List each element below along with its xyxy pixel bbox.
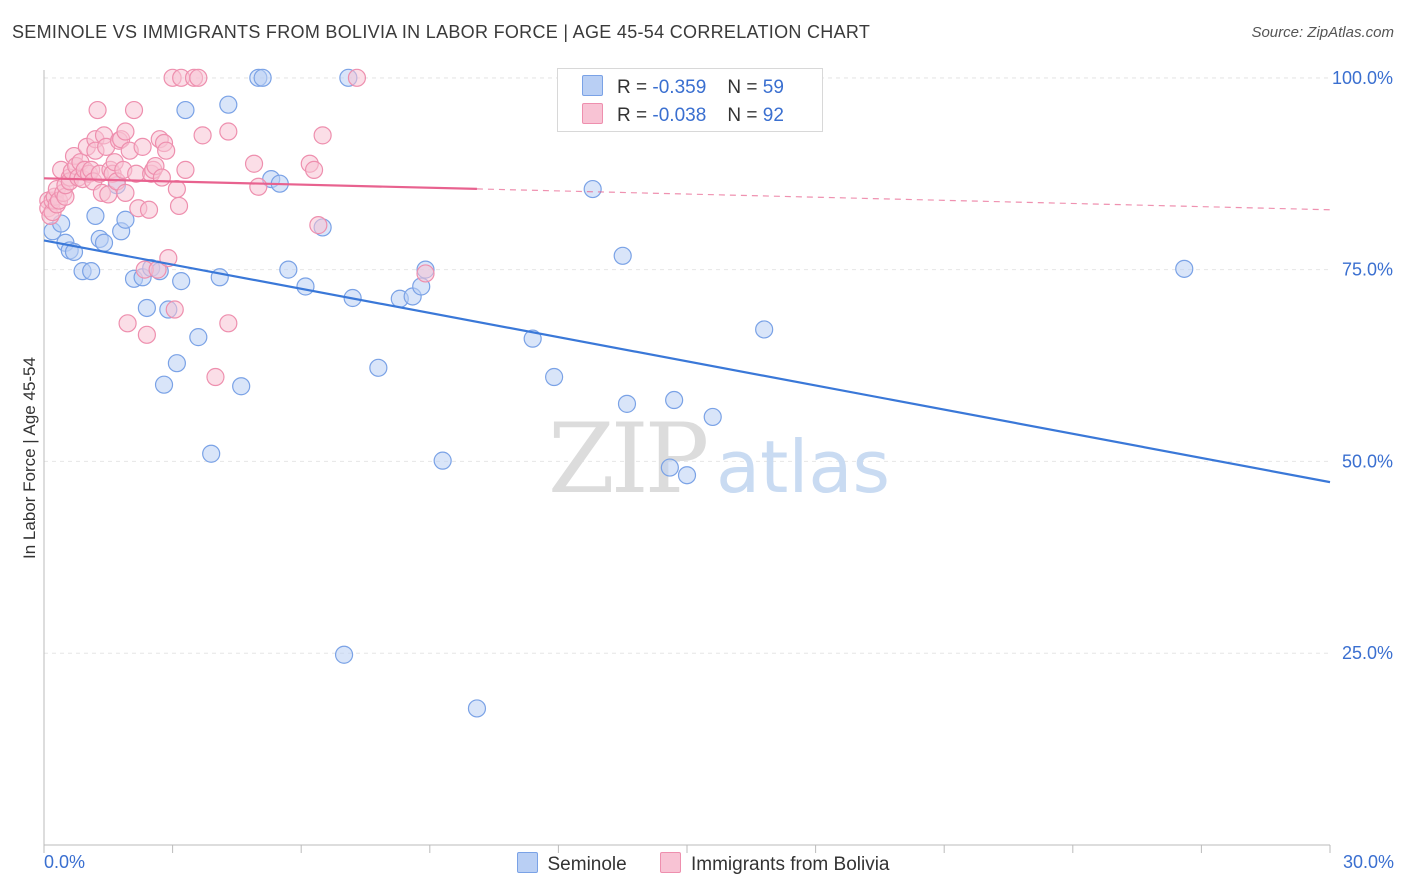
point-bolivia: [206, 367, 225, 387]
legend-swatch-seminole: [582, 75, 603, 96]
legend-item-seminole[interactable]: Seminole: [516, 852, 627, 876]
y-tick-labels: 25.0% 50.0% 75.0% 100.0%: [1332, 68, 1393, 663]
point-bolivia: [116, 122, 135, 141]
source-label: Source: ZipAtlas.com: [1251, 24, 1394, 41]
point-bolivia: [249, 177, 268, 196]
point-seminole: [755, 320, 774, 339]
point-bolivia: [193, 126, 212, 145]
legend-swatch-bolivia: [660, 852, 681, 873]
trend-line-bolivia-extension: [476, 188, 1331, 211]
point-seminole: [94, 233, 114, 252]
point-bolivia: [416, 264, 435, 283]
trend-lines: [43, 177, 1331, 484]
point-seminole: [189, 328, 208, 347]
data-points: [39, 68, 1194, 718]
n-value-seminole: 59: [762, 77, 784, 98]
point-bolivia: [116, 183, 135, 202]
legend-swatch-seminole: [516, 852, 538, 873]
point-seminole: [116, 210, 135, 229]
point-seminole: [1175, 259, 1194, 278]
point-seminole: [296, 277, 315, 296]
point-bolivia: [304, 160, 324, 179]
n-value-bolivia: 92: [762, 105, 784, 126]
y-tick-label: 50.0%: [1342, 451, 1393, 471]
r-value-seminole: -0.359: [652, 77, 707, 98]
point-seminole: [167, 354, 186, 373]
y-tick-label: 75.0%: [1342, 260, 1393, 280]
x-axis-max-label: 30.0%: [1342, 852, 1394, 872]
point-seminole: [232, 377, 251, 396]
point-bolivia: [152, 168, 171, 187]
legend-row-bolivia: R = -0.038 N = 92: [582, 103, 784, 127]
point-seminole: [253, 68, 272, 87]
legend-item-bolivia[interactable]: Immigrants from Bolivia: [660, 852, 890, 876]
point-seminole: [334, 645, 354, 664]
point-bolivia: [88, 100, 107, 120]
point-seminole: [86, 206, 105, 226]
point-bolivia: [176, 160, 195, 179]
point-bolivia: [167, 179, 186, 199]
point-bolivia: [244, 154, 264, 173]
point-seminole: [613, 246, 632, 265]
chart-title: SEMINOLE VS IMMIGRANTS FROM BOLIVIA IN L…: [12, 22, 871, 42]
point-seminole: [82, 262, 101, 281]
trend-line-seminole: [43, 239, 1331, 484]
point-bolivia: [157, 141, 176, 160]
legend-swatch-bolivia: [582, 103, 603, 124]
y-tick-label: 25.0%: [1342, 643, 1393, 663]
point-bolivia: [139, 200, 159, 219]
point-bolivia: [309, 216, 328, 235]
point-seminole: [545, 367, 564, 387]
watermark: ZIP atlas: [548, 403, 890, 515]
point-seminole: [703, 407, 722, 427]
x-ticks: [43, 845, 1331, 853]
point-bolivia: [124, 100, 144, 120]
grid-lines: [44, 77, 1330, 654]
trend-line-bolivia: [43, 177, 477, 191]
point-seminole: [433, 451, 452, 470]
point-seminole: [617, 394, 637, 413]
point-seminole: [154, 375, 174, 394]
point-bolivia: [118, 314, 137, 333]
x-axis-min-label: 0.0%: [44, 852, 86, 872]
point-bolivia: [189, 68, 208, 87]
point-bolivia: [219, 122, 238, 141]
point-bolivia: [347, 68, 367, 87]
stats-legend: R = -0.359 N = 59 R = -0.038 N = 92: [557, 68, 823, 132]
point-seminole: [219, 95, 238, 114]
point-seminole: [369, 358, 388, 377]
point-bolivia: [165, 300, 184, 319]
legend-label-seminole: Seminole: [547, 854, 627, 875]
legend-row-seminole: R = -0.359 N = 59: [582, 75, 784, 99]
point-bolivia: [169, 196, 189, 216]
point-bolivia: [313, 126, 332, 145]
point-seminole: [523, 329, 542, 348]
point-seminole: [583, 179, 602, 199]
n-label: N =: [727, 105, 758, 126]
point-seminole: [137, 298, 156, 318]
point-seminole: [202, 444, 221, 463]
point-seminole: [467, 699, 487, 718]
point-bolivia: [137, 325, 156, 344]
r-value-bolivia: -0.038: [652, 105, 707, 126]
point-seminole: [665, 390, 684, 410]
n-label: N =: [727, 77, 758, 98]
y-tick-label: 100.0%: [1332, 68, 1393, 88]
series-legend: Seminole Immigrants from Bolivia: [0, 852, 1406, 876]
r-label: R =: [617, 105, 648, 126]
watermark-zip: ZIP: [548, 403, 707, 515]
watermark-atlas: atlas: [716, 425, 890, 509]
point-seminole: [172, 272, 191, 291]
r-label: R =: [617, 77, 648, 98]
point-seminole: [677, 466, 697, 485]
point-bolivia: [133, 137, 152, 156]
point-seminole: [660, 458, 679, 477]
point-seminole: [176, 100, 195, 120]
point-bolivia: [219, 314, 238, 333]
point-seminole: [279, 260, 298, 279]
legend-label-bolivia: Immigrants from Bolivia: [691, 854, 890, 875]
